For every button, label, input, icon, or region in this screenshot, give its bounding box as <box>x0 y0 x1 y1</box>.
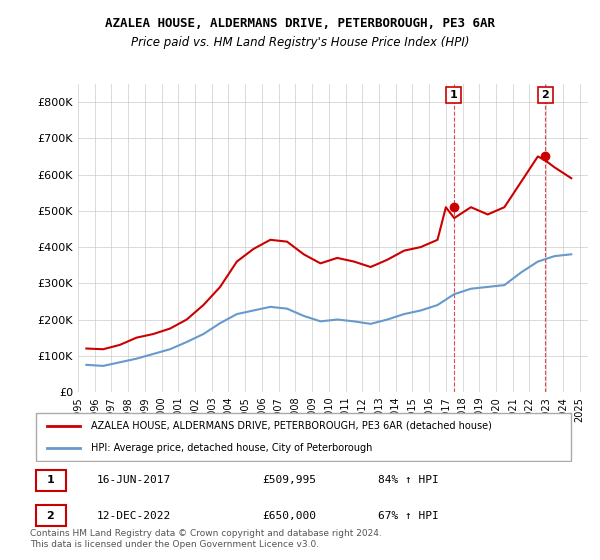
Text: 2: 2 <box>47 511 54 521</box>
FancyBboxPatch shape <box>35 413 571 461</box>
Text: 67% ↑ HPI: 67% ↑ HPI <box>378 511 439 521</box>
Text: 1: 1 <box>47 475 54 485</box>
Text: £650,000: £650,000 <box>262 511 316 521</box>
Text: 1: 1 <box>449 90 457 100</box>
Text: 16-JUN-2017: 16-JUN-2017 <box>96 475 170 485</box>
Text: £509,995: £509,995 <box>262 475 316 485</box>
Text: 12-DEC-2022: 12-DEC-2022 <box>96 511 170 521</box>
Text: HPI: Average price, detached house, City of Peterborough: HPI: Average price, detached house, City… <box>91 443 372 453</box>
Text: Price paid vs. HM Land Registry's House Price Index (HPI): Price paid vs. HM Land Registry's House … <box>131 36 469 49</box>
Text: AZALEA HOUSE, ALDERMANS DRIVE, PETERBOROUGH, PE3 6AR: AZALEA HOUSE, ALDERMANS DRIVE, PETERBORO… <box>105 17 495 30</box>
Text: 2: 2 <box>541 90 549 100</box>
FancyBboxPatch shape <box>35 505 66 526</box>
Text: Contains HM Land Registry data © Crown copyright and database right 2024.
This d: Contains HM Land Registry data © Crown c… <box>30 529 382 549</box>
FancyBboxPatch shape <box>35 469 66 491</box>
Text: 84% ↑ HPI: 84% ↑ HPI <box>378 475 439 485</box>
Text: AZALEA HOUSE, ALDERMANS DRIVE, PETERBOROUGH, PE3 6AR (detached house): AZALEA HOUSE, ALDERMANS DRIVE, PETERBORO… <box>91 421 491 431</box>
